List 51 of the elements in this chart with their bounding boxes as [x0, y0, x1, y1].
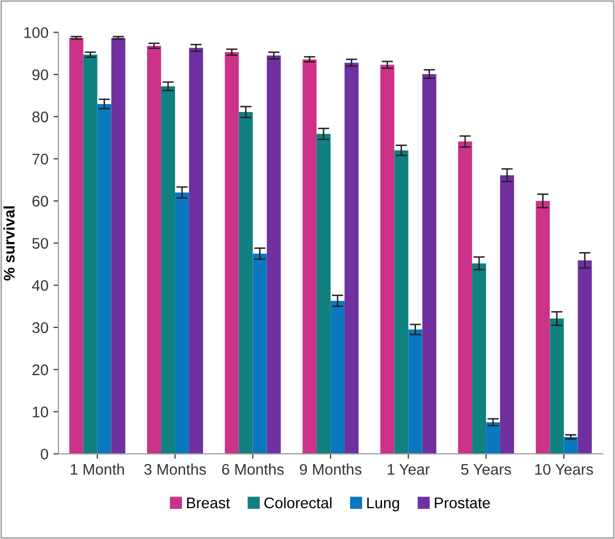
bar	[578, 260, 592, 454]
y-tick-label: 90	[32, 69, 48, 80]
y-tick-label: 70	[32, 154, 48, 164]
bar	[69, 38, 84, 454]
bar	[500, 175, 514, 454]
legend-label: Lung	[367, 498, 400, 512]
bar	[175, 192, 190, 454]
bar	[408, 329, 422, 454]
x-tick-label: 9 Months	[300, 464, 362, 475]
y-tick-label: 50	[32, 238, 48, 249]
legend-label: Breast	[187, 498, 230, 508]
bar	[97, 104, 112, 454]
y-tick-label: 10	[32, 406, 48, 418]
bar	[564, 436, 578, 454]
bar	[238, 112, 253, 454]
y-tick-label: 100	[24, 27, 48, 38]
x-tick-label: 5 Years	[461, 464, 512, 475]
bar	[458, 142, 472, 454]
bar	[330, 300, 345, 454]
bar	[472, 263, 486, 454]
bar	[224, 52, 239, 454]
x-tick-label: 10 Years	[535, 464, 594, 475]
bar	[344, 62, 359, 454]
bar	[266, 56, 281, 454]
bar	[147, 46, 162, 454]
bar	[189, 48, 204, 454]
bar	[302, 59, 317, 454]
legend-label: Colorectal	[264, 497, 332, 508]
bar	[394, 150, 408, 454]
bar	[111, 38, 126, 454]
y-tick-label: 60	[32, 196, 48, 207]
x-tick-label: 1 Year	[388, 464, 430, 475]
y-tick-label: 40	[32, 280, 48, 291]
bar	[550, 318, 564, 454]
x-tick-label: 6 Months	[222, 464, 284, 475]
x-tick-label: 1 Month	[70, 464, 124, 475]
x-tick-label: 3 Months	[144, 464, 206, 475]
bar	[422, 74, 436, 454]
legend-label: Prostate	[434, 498, 490, 508]
y-tick-label: 0	[40, 448, 48, 460]
bar	[486, 422, 500, 454]
y-tick-label: 30	[32, 322, 48, 334]
bar	[161, 86, 176, 454]
y-tick-label: 80	[32, 112, 48, 122]
bar	[83, 54, 98, 454]
bar	[380, 64, 394, 454]
bar	[316, 134, 331, 454]
bar	[536, 200, 550, 454]
y-axis-title: % survival	[3, 206, 15, 280]
bar	[252, 254, 267, 454]
y-tick-label: 20	[32, 364, 48, 376]
